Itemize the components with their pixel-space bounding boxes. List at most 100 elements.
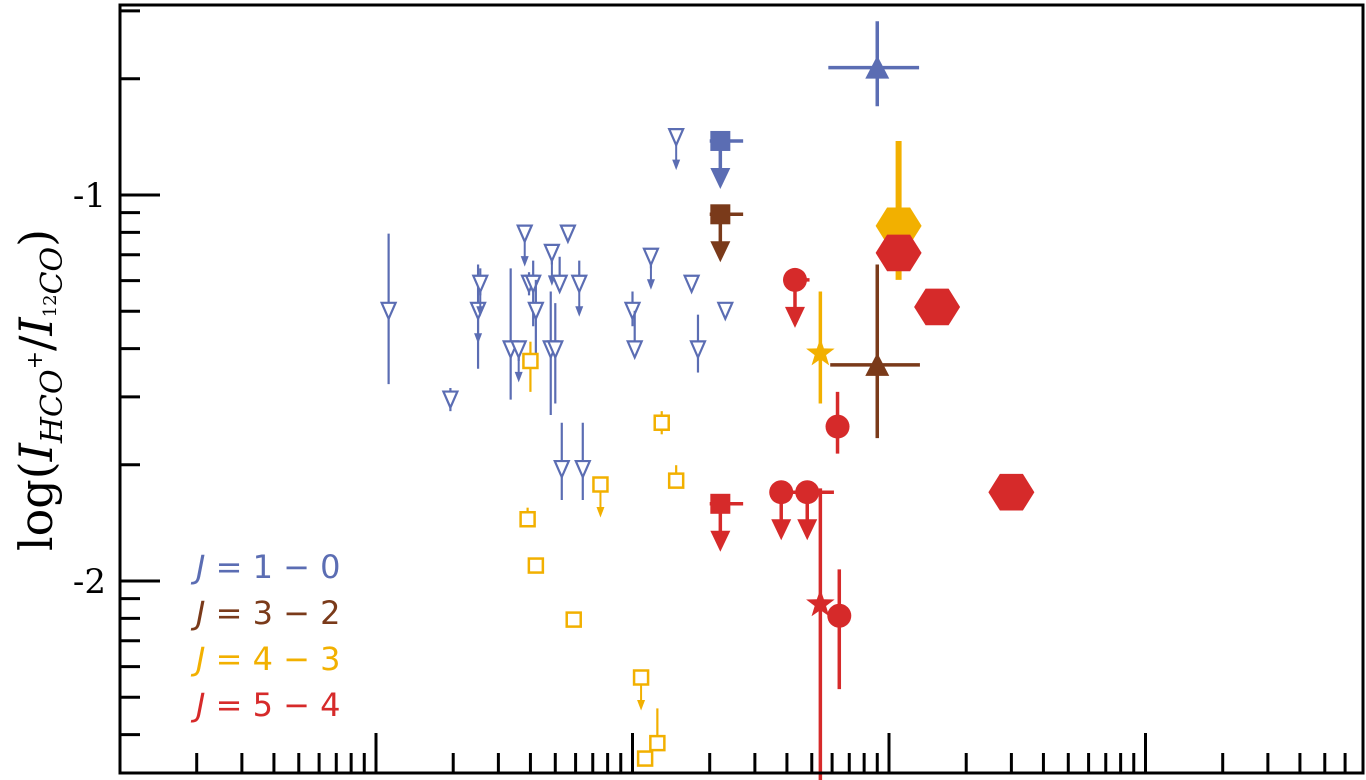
triangle-down-marker [543,243,561,264]
data-point [709,493,744,552]
data-point [709,204,744,263]
data-point [988,473,1035,511]
data-point [682,274,701,295]
triangle-down-marker [570,274,588,295]
upper-limit-arrowhead [710,530,731,552]
circle-marker [795,480,820,505]
data-point [667,128,685,171]
y-tick-label: -1 [73,176,106,216]
data-point [559,224,577,245]
data-point [914,288,961,326]
square-marker [636,750,654,767]
data-point [543,243,561,286]
upper-limit-arrowhead [514,371,523,383]
data-point [574,422,592,500]
circle-marker [827,603,852,628]
data-point [667,465,685,489]
upper-limit-arrowhead [710,241,731,263]
square-marker [667,472,685,489]
data-point [527,279,545,358]
data-point [379,233,398,385]
triangle-down-marker [716,301,734,322]
triangle-down-marker [682,274,701,295]
upper-limit-arrowhead [672,159,681,171]
legend-entry: J = 5 − 4 [190,686,340,724]
data-point [626,310,644,361]
axis-ticks [120,9,1347,773]
data-point [806,291,835,404]
y-tick-labels: -1 -2 [73,176,106,602]
data-point [636,750,654,767]
data-point [570,260,588,317]
y-tick-label: -2 [73,562,106,602]
upper-limit-arrowhead [637,700,646,711]
data-point [716,301,734,322]
triangle-down-marker [626,340,644,361]
upper-limit-arrowhead [797,519,818,541]
triangle-down-marker [546,340,564,361]
data-point [546,303,564,404]
upper-limit-arrowhead [596,507,605,518]
triangle-up-marker [865,55,890,79]
triangle-down-marker [689,340,707,361]
y-axis-label: log(IHCO+/I12CO) [9,229,70,551]
data-point [806,488,835,780]
data-point [709,130,744,189]
square-marker [592,476,609,493]
data-point [516,224,534,267]
triangle-down-marker [379,301,398,322]
upper-limit-arrowhead [710,167,731,189]
triangle-down-marker [559,224,577,245]
data-point [786,480,834,541]
triangle-down-marker [642,247,660,268]
data-point [632,669,650,711]
square-marker [649,734,666,752]
square-marker [519,510,536,528]
data-point [471,268,489,317]
triangle-down-marker [441,390,460,411]
upper-limit-arrowhead [575,306,584,317]
upper-limit-arrowhead [646,279,655,290]
triangle-down-marker [510,340,528,361]
square-marker [653,414,670,431]
triangle-down-marker [471,274,489,295]
triangle-down-marker [527,301,545,322]
data-point [519,507,536,528]
data-point [623,291,642,327]
legend-entry: J = 4 − 3 [190,640,340,678]
square-marker [522,352,539,370]
upper-limit-arrowhead [771,519,792,541]
square-marker [632,669,650,686]
circle-marker [782,267,807,292]
triangle-down-marker [550,274,569,295]
upper-limit-arrowhead [784,306,805,328]
data-point [689,314,707,373]
data-point [825,391,850,454]
data-point [830,264,920,439]
upper-limit-arrowhead [520,256,529,267]
triangle-down-marker [516,224,534,245]
square-marker [527,557,545,574]
hexagon-marker [914,288,961,326]
hexagon-marker [875,234,922,272]
triangle-down-marker [574,459,592,480]
legend-entry: J = 3 − 2 [190,594,340,632]
legend: J = 1 − 0 J = 3 − 2 J = 4 − 3 J = 5 − 4 [190,548,340,724]
data-point [592,476,609,518]
data-point [550,256,569,295]
upper-limit-arrowhead [474,333,483,344]
data-point [653,411,670,435]
data-point [649,708,666,752]
data-point [875,234,922,272]
square-marker [710,130,731,151]
hexagon-marker [988,473,1035,511]
legend-entry: J = 1 − 0 [190,548,340,586]
data-point [827,569,852,690]
data-point [553,422,571,500]
data-markers [379,21,1035,780]
plot-frame [118,3,1365,775]
data-point [642,247,660,290]
triangle-up-marker [865,352,890,376]
square-marker [710,204,731,225]
